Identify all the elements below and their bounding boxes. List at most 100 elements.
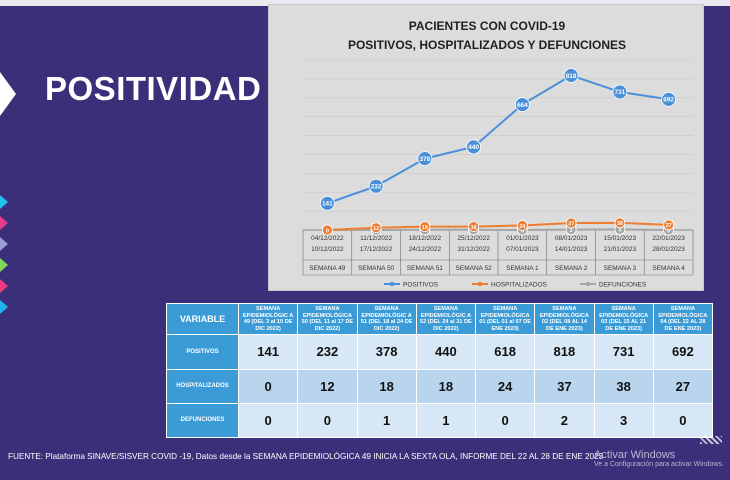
week-header: SEMANA EPIDEMIOLÓGIC A 51 (DEL 18 al 24 … — [356, 302, 417, 336]
table-cell: 0 — [237, 368, 299, 404]
side-mark-icon — [0, 216, 8, 230]
series-line-defunciones — [327, 228, 669, 232]
data-label: 24 — [519, 224, 526, 230]
category-tick-label: SEMANA 50 — [358, 265, 395, 272]
legend-label: DEFUNCIONES — [599, 281, 647, 288]
table-header-row: VARIABLE SEMANA EPIDEMIOLÓGIC A 49 (DEL … — [166, 302, 714, 336]
series-line-hospitalizados — [327, 221, 669, 231]
date-tick-label: 11/12/2022 — [360, 235, 392, 242]
data-point — [563, 68, 579, 83]
category-tick-label: SEMANA 3 — [604, 265, 637, 272]
legend-marker — [585, 281, 591, 287]
category-tick-label: SEMANA 49 — [309, 265, 346, 272]
table-cell: 37 — [534, 368, 595, 404]
table-cell: 0 — [237, 402, 299, 439]
chart-title-line2: POSITIVOS, HOSPITALIZADOS Y DEFUNCIONES — [347, 38, 627, 52]
table-cell: 1 — [415, 402, 477, 439]
data-label: 0 — [521, 228, 524, 234]
data-label: 0 — [667, 228, 670, 234]
line-chart: 04/12/2022 10/12/2022 11/12/2022 17/12/2022… — [302, 59, 694, 288]
slide-title: POSITIVIDAD — [45, 70, 262, 107]
watermark-title: Activar Windows — [594, 449, 676, 461]
category-tick-label: SEMANA 51 — [407, 265, 444, 272]
chart-title-line1: PACIENTES CON COVID-19 — [408, 19, 566, 33]
table-cell: 141 — [237, 334, 299, 370]
table-cell: 0 — [474, 402, 536, 439]
data-label: 378 — [419, 156, 430, 163]
data-label: 18 — [422, 225, 428, 231]
data-label: 818 — [566, 73, 577, 80]
data-label: 232 — [371, 183, 382, 190]
table-cell: 3 — [593, 402, 654, 439]
date-tick-label: 28/01/2023 — [652, 246, 685, 253]
table-cell: 618 — [474, 334, 536, 370]
data-point — [319, 195, 335, 211]
legend-label: POSITIVOS — [403, 281, 439, 288]
date-tick-label: 24/12/2022 — [409, 246, 442, 253]
data-point — [612, 84, 628, 100]
data-point — [514, 97, 530, 112]
table-cell: 378 — [356, 334, 417, 370]
table-cell: 818 — [534, 334, 595, 370]
table-cell: 12 — [297, 368, 358, 404]
side-mark-icon — [0, 300, 8, 314]
data-point — [614, 217, 626, 229]
date-tick-label: 15/01/2023 — [604, 235, 637, 242]
data-label: 692 — [663, 97, 674, 104]
table-row-hospitalizados: HOSPITALIZADOS 0 12 18 18 24 37 38 27 — [166, 368, 714, 404]
table-cell: 27 — [652, 368, 714, 404]
table-row-positivos: POSITIVOS 141 232 378 440 618 818 731 69… — [166, 334, 714, 370]
stripes-decoration-icon — [700, 436, 722, 444]
data-label: 440 — [468, 144, 479, 151]
date-tick-label: 08/01/2023 — [555, 235, 588, 242]
data-label: 2 — [570, 228, 573, 234]
data-label: 18 — [471, 225, 477, 231]
table-cell: 0 — [297, 402, 358, 439]
data-label: 38 — [617, 221, 623, 227]
variable-header: VARIABLE — [166, 302, 239, 336]
data-point — [565, 217, 577, 229]
table-cell: 0 — [652, 402, 714, 439]
date-tick-label: 18/12/2022 — [409, 235, 442, 242]
row-label-defunciones: DEFUNCIONES — [166, 402, 239, 439]
row-label-hospitalizados: HOSPITALIZADOS — [166, 368, 239, 404]
week-header: SEMANA EPIDEMIOLÓGICA 02 (DEL 08 AL 14 D… — [534, 302, 595, 336]
data-point — [419, 221, 431, 233]
data-point — [468, 221, 480, 233]
top-frame-bar — [0, 0, 730, 6]
side-mark-icon — [0, 237, 8, 251]
date-tick-label: 04/12/2022 — [311, 235, 344, 242]
side-mark-icon — [0, 195, 8, 209]
week-header: SEMANA EPIDEMIOLÓGICA 50 (DEL 11 al 17 D… — [297, 302, 358, 336]
data-table: VARIABLE SEMANA EPIDEMIOLÓGIC A 49 (DEL … — [166, 302, 714, 439]
chart-panel: PACIENTES CON COVID-19 POSITIVOS, HOSPIT… — [268, 4, 704, 291]
week-header: SEMANA EPIDEMIOLÓGICA 01 (DEL 01 al 07 D… — [474, 302, 536, 336]
data-point — [368, 178, 384, 194]
date-tick-label: 21/01/2023 — [604, 246, 637, 253]
data-label: 664 — [517, 102, 528, 109]
date-tick-label: 31/12/2022 — [457, 246, 490, 253]
date-tick-label: 10/12/2022 — [311, 246, 344, 253]
data-label: 0 — [326, 228, 329, 234]
side-color-marks — [0, 195, 10, 321]
data-point — [466, 139, 482, 155]
date-tick-label: 14/01/2023 — [555, 246, 588, 253]
data-label: 27 — [666, 223, 672, 229]
table-cell: 18 — [415, 368, 477, 404]
arrow-decoration-icon — [0, 72, 16, 116]
week-header: SEMANA EPIDEMIOLÓGIC A 49 (DEL 3 al 10 D… — [237, 302, 299, 336]
legend-marker — [389, 281, 395, 287]
windows-watermark: Activar Windows Ve a Configuración para … — [594, 449, 730, 468]
category-tick-label: SEMANA 52 — [456, 265, 493, 272]
table-cell: 1 — [356, 402, 417, 439]
date-tick-label: 01/01/2023 — [506, 235, 539, 242]
data-label: 141 — [322, 201, 333, 208]
table-cell: 18 — [356, 368, 417, 404]
date-tick-label: 07/01/2023 — [506, 246, 539, 253]
week-header: SEMANA EPIDEMIOLÓGICA 04 (DEL 22 AL 28 D… — [652, 302, 714, 336]
table-cell: 440 — [415, 334, 477, 370]
date-tick-label: 22/01/2023 — [652, 235, 685, 242]
data-point — [661, 91, 677, 107]
data-table-container: VARIABLE SEMANA EPIDEMIOLÓGIC A 49 (DEL … — [166, 302, 714, 439]
data-label: 731 — [614, 89, 625, 96]
